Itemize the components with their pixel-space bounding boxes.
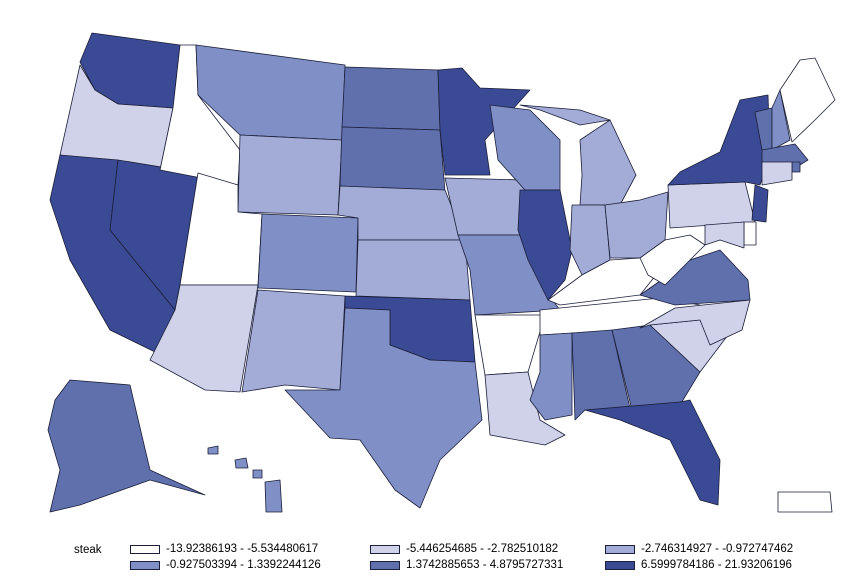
state-AK[interactable] (47, 379, 206, 513)
legend-item: 1.3742885653 - 4.8795727331 (370, 559, 563, 571)
legend-title: steak (74, 544, 102, 556)
legend-item: -13.92386193 - -5.534480617 (130, 543, 318, 555)
legend-label: -0.927503394 - 1.3392244126 (166, 559, 321, 571)
state-NJ[interactable] (751, 184, 769, 223)
state-TX[interactable] (284, 307, 483, 509)
legend-label: -13.92386193 - -5.534480617 (166, 543, 319, 555)
state-PR[interactable] (777, 491, 833, 513)
state-WI[interactable] (489, 104, 561, 191)
state-ND[interactable] (341, 66, 441, 131)
state-WY[interactable] (237, 134, 343, 216)
state-NM[interactable] (241, 289, 346, 393)
state-DE[interactable] (743, 221, 757, 246)
state-NC[interactable] (639, 299, 751, 346)
legend-label: 1.3742885653 - 4.8795727331 (406, 559, 564, 571)
state-NY[interactable] (667, 94, 771, 186)
legend-swatch (370, 560, 400, 570)
state-KS[interactable] (355, 239, 471, 301)
state-AR[interactable] (474, 314, 546, 376)
state-SD[interactable] (339, 126, 446, 193)
legend-swatch (130, 560, 160, 570)
legend-item: 6.5999784186 - 21.93206196 (605, 559, 792, 571)
legend-label: -2.746314927 - -0.972747462 (641, 543, 794, 555)
state-MS[interactable] (529, 332, 573, 421)
state-ME[interactable] (779, 57, 836, 143)
legend-label: 6.5999784186 - 21.93206196 (641, 559, 792, 571)
legend-swatch (605, 544, 635, 554)
state-WV[interactable] (639, 234, 706, 286)
state-NH[interactable] (771, 89, 791, 151)
state-MD[interactable] (704, 221, 745, 249)
legend-swatch (130, 544, 160, 554)
state-RI[interactable] (791, 161, 801, 173)
state-MN[interactable] (437, 67, 531, 176)
legend-label: -5.446254685 - -2.782510182 (406, 543, 559, 555)
state-CO[interactable] (257, 213, 359, 293)
state-PA[interactable] (667, 181, 756, 229)
legend-item: -2.746314927 - -0.972747462 (605, 543, 793, 555)
legend-swatch (370, 544, 400, 554)
legend-item: -0.927503394 - 1.3392244126 (130, 559, 321, 571)
us-choropleth-map (47, 32, 836, 513)
legend: steak -13.92386193 - -5.534480617 -5.446… (0, 538, 842, 578)
state-CT[interactable] (761, 161, 793, 186)
legend-item: -5.446254685 - -2.782510182 (370, 543, 558, 555)
state-FL[interactable] (584, 399, 721, 506)
state-IL[interactable] (517, 189, 573, 301)
legend-swatch (605, 560, 635, 570)
state-LA[interactable] (484, 371, 566, 446)
state-HI[interactable] (207, 445, 283, 513)
